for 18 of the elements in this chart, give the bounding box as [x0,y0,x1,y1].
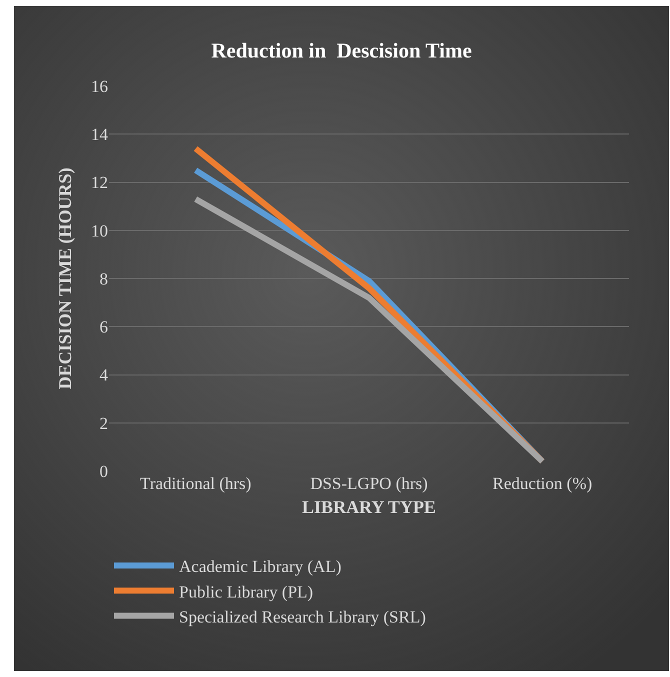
y-tick-label: 8 [100,269,108,288]
y-tick-label: 10 [91,221,108,240]
x-axis-title: LIBRARY TYPE [302,497,436,518]
chart-title: Reduction in Descision Time [211,38,472,62]
y-tick-label: 6 [100,318,108,337]
x-tick-label: DSS-LGPO (hrs) [310,474,428,493]
legend-label: Specialized Research Library (SRL) [179,607,426,626]
y-tick-label: 0 [100,462,108,481]
y-tick-label: 14 [91,125,108,144]
y-axis-title: DECISION TIME (HOURS) [55,168,76,390]
y-tick-label: 16 [91,76,108,96]
legend-label: Public Library (PL) [179,582,314,602]
x-tick-label: Reduction (%) [492,474,592,493]
legend-label: Academic Library (AL) [179,557,342,576]
y-tick-label: 4 [100,366,108,385]
x-tick-label: Traditional (hrs) [140,474,252,493]
y-tick-label: 2 [100,414,108,433]
y-tick-label: 12 [91,173,108,192]
